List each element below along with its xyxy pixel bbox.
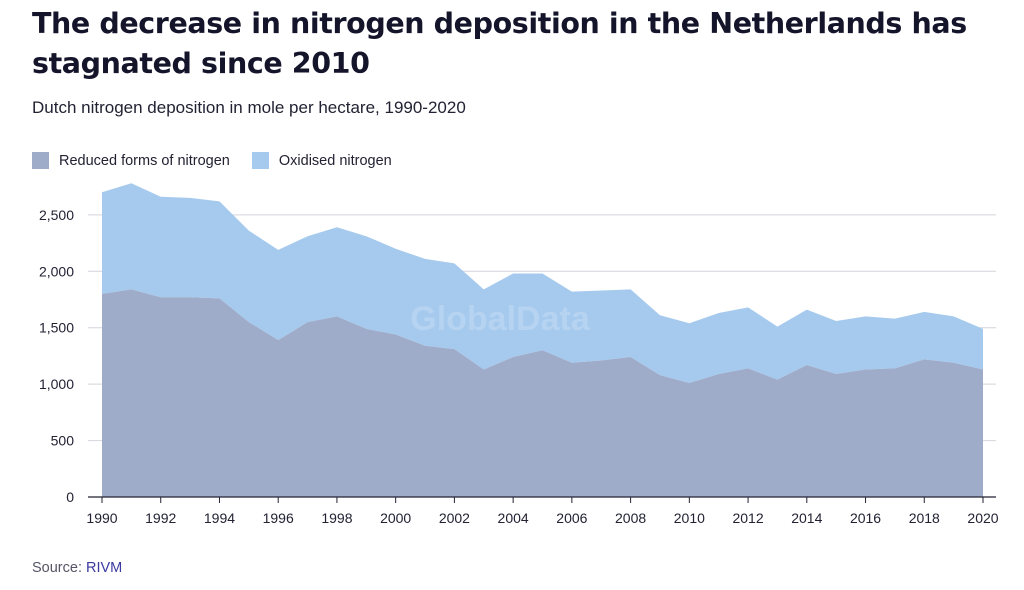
x-tick-label: 2006 [556, 510, 587, 526]
x-tick-label: 2018 [909, 510, 940, 526]
x-tick-label: 2016 [850, 510, 881, 526]
legend-swatch-oxidised [251, 152, 269, 169]
y-tick-label: 500 [51, 433, 75, 449]
x-tick-label: 2008 [615, 510, 646, 526]
x-tick-label: 2000 [380, 510, 411, 526]
y-tick-label: 1,500 [39, 320, 74, 336]
source-prefix: Source: [32, 560, 86, 576]
axes: 0 500 1,000 1,500 2,000 2,500 1990 1992 1994 1996… [39, 207, 999, 526]
chart-subtitle: Dutch nitrogen deposition in mole per he… [32, 98, 466, 117]
x-tick-label: 2014 [791, 510, 822, 526]
x-tick-label: 1992 [145, 510, 176, 526]
y-tick-label: 2,500 [39, 207, 74, 223]
legend-swatch-reduced [32, 152, 49, 169]
x-tick-label: 1994 [204, 510, 235, 526]
x-tick-label: 1996 [263, 510, 294, 526]
x-tick-label: 1990 [86, 510, 117, 526]
x-tick-label: 2010 [674, 510, 705, 526]
area-oxidised-nitrogen [102, 183, 983, 384]
chart-title: The decrease in nitrogen deposition in t… [32, 7, 967, 80]
watermark-text: GlobalData [410, 300, 591, 338]
legend-item-oxidised: Oxidised nitrogen [251, 152, 392, 169]
chart-legend: Reduced forms of nitrogen Oxidised nitro… [32, 152, 414, 169]
area-series [102, 183, 983, 497]
x-tick-label: 1998 [321, 510, 352, 526]
x-tick-label: 2002 [439, 510, 470, 526]
source-link[interactable]: RIVM [86, 560, 123, 576]
area-reduced-nitrogen [102, 289, 983, 497]
y-tick-label: 2,000 [39, 263, 74, 279]
x-tick-label: 2004 [498, 510, 529, 526]
y-tick-label: 1,000 [39, 376, 74, 392]
legend-label-reduced: Reduced forms of nitrogen [59, 152, 230, 169]
x-tick-label: 2020 [967, 510, 998, 526]
y-tick-label: 0 [66, 489, 74, 505]
legend-label-oxidised: Oxidised nitrogen [278, 152, 392, 169]
legend-item-reduced: Reduced forms of nitrogen [32, 152, 230, 169]
x-tick-label: 2012 [732, 510, 763, 526]
source-note: Source: RIVM [32, 560, 122, 576]
